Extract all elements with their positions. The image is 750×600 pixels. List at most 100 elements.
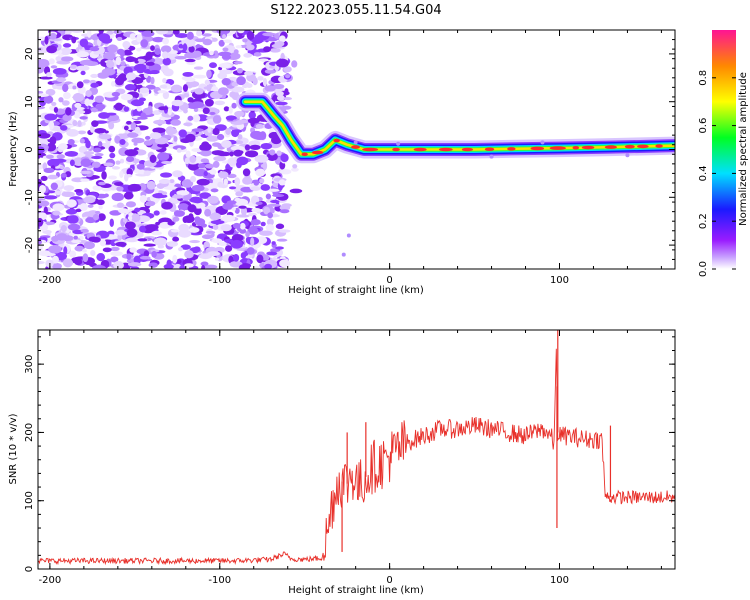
noise-blob — [222, 47, 229, 52]
noise-blob — [51, 214, 60, 219]
noise-blob — [116, 48, 125, 55]
noise-blob — [244, 144, 251, 151]
snr-frame — [37, 329, 676, 570]
hot-spot — [311, 150, 324, 155]
noise-blob — [229, 186, 237, 190]
noise-blob — [262, 78, 268, 87]
spectrogram-xtick-label: -200 — [39, 275, 62, 286]
noise-blob — [172, 30, 180, 35]
noise-blob — [269, 149, 276, 156]
noise-blob — [289, 188, 303, 194]
noise-blob — [120, 93, 133, 101]
noise-blob — [62, 114, 72, 122]
noise-blob — [124, 221, 136, 230]
noise-blob — [119, 170, 124, 178]
noise-blob — [276, 150, 282, 157]
colorbar-label: Normalized spectral amplitude — [738, 72, 749, 226]
figure-title: S122.2023.055.11.54.G04 — [270, 3, 441, 18]
noise-blob — [202, 107, 210, 115]
noise-blob — [224, 238, 234, 243]
snr-ytick-label: 0 — [24, 566, 35, 572]
snr-xtick-label: 0 — [386, 575, 392, 586]
noise-blob — [176, 147, 182, 153]
noise-blob — [182, 43, 188, 52]
noise-blob — [48, 244, 62, 254]
noise-blob — [169, 179, 175, 184]
noise-blob — [234, 207, 240, 214]
snr-xtick-label: -200 — [39, 575, 62, 586]
noise-blob — [61, 191, 75, 198]
noise-blob — [185, 133, 196, 143]
noise-blob — [179, 265, 186, 269]
noise-blob — [89, 125, 95, 133]
noise-blob — [45, 154, 54, 159]
noise-blob — [182, 71, 194, 77]
noise-blob — [79, 138, 85, 144]
noise-blob — [71, 239, 82, 244]
noise-blob — [154, 48, 162, 55]
noise-blob — [162, 91, 170, 100]
noise-blob — [256, 254, 264, 264]
noise-blob — [39, 76, 53, 80]
noise-blob — [59, 165, 65, 170]
noise-blob — [540, 140, 545, 145]
noise-blob — [189, 240, 200, 244]
noise-blob — [145, 84, 156, 90]
noise-blob — [66, 129, 79, 137]
noise-blob — [115, 56, 122, 66]
noise-blob — [94, 210, 101, 215]
hot-spot — [392, 147, 400, 152]
noise-blob — [210, 220, 225, 225]
noise-blob — [110, 251, 123, 257]
noise-blob — [260, 142, 273, 150]
noise-blob — [155, 221, 160, 226]
noise-blob — [38, 58, 50, 68]
colorbar-gradient — [712, 30, 736, 269]
noise-blob — [223, 39, 232, 44]
noise-blob — [272, 193, 285, 198]
noise-blob — [40, 175, 48, 181]
noise-blob — [157, 152, 170, 161]
noise-blob — [211, 142, 221, 147]
noise-blob — [50, 182, 58, 191]
noise-blob — [218, 66, 223, 71]
noise-blob — [80, 158, 92, 168]
noise-blob — [126, 156, 135, 163]
hot-spot — [624, 144, 635, 149]
noise-blob — [130, 122, 137, 131]
noise-blob — [93, 147, 102, 153]
hot-spot — [438, 147, 453, 152]
noise-blob — [232, 222, 241, 229]
noise-blob — [95, 103, 106, 110]
noise-blob — [246, 44, 255, 51]
noise-blob — [278, 179, 286, 186]
noise-blob — [153, 119, 167, 125]
noise-blob — [278, 35, 286, 43]
noise-blob — [146, 180, 156, 190]
noise-blob — [129, 247, 137, 253]
noise-blob — [51, 101, 57, 106]
noise-blob — [163, 263, 174, 269]
noise-blob — [223, 44, 236, 54]
noise-blob — [119, 158, 125, 164]
noise-blob — [111, 91, 121, 97]
noise-blob — [275, 90, 284, 97]
noise-blob — [201, 264, 206, 269]
noise-blob — [204, 264, 218, 269]
noise-blob — [85, 140, 91, 149]
noise-blob — [45, 143, 57, 152]
noise-blob — [89, 46, 100, 52]
noise-blob — [248, 212, 257, 217]
noise-blob — [212, 115, 222, 124]
noise-blob — [133, 64, 142, 71]
noise-blob — [162, 78, 167, 84]
noise-blob — [90, 250, 96, 257]
noise-blob — [233, 253, 240, 262]
noise-blob — [79, 38, 89, 48]
noise-blob — [102, 188, 112, 192]
noise-blob — [218, 241, 227, 246]
noise-blob — [116, 36, 123, 41]
noise-blob — [79, 203, 88, 211]
noise-blob — [180, 244, 191, 250]
noise-blob — [60, 56, 74, 62]
